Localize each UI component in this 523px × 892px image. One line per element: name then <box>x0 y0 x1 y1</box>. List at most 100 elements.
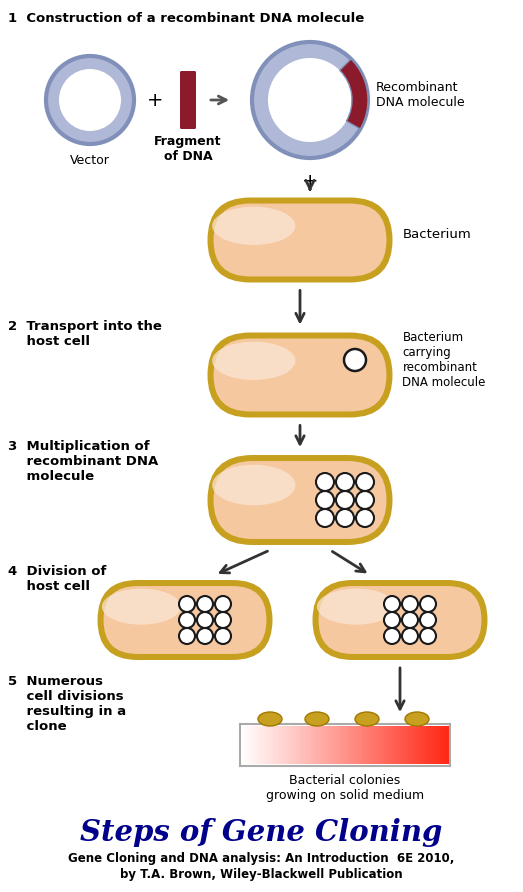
Bar <box>261 726 264 764</box>
Bar <box>358 726 361 764</box>
Bar <box>313 726 316 764</box>
Text: Recombinant
DNA molecule: Recombinant DNA molecule <box>376 81 464 109</box>
Text: Bacterium
carrying
recombinant
DNA molecule: Bacterium carrying recombinant DNA molec… <box>403 331 486 389</box>
Circle shape <box>316 473 334 491</box>
Text: 3  Multiplication of
    recombinant DNA
    molecule: 3 Multiplication of recombinant DNA mole… <box>8 440 158 483</box>
FancyBboxPatch shape <box>313 580 487 660</box>
Bar <box>324 726 327 764</box>
Circle shape <box>215 612 231 628</box>
Circle shape <box>344 349 366 371</box>
Text: Gene Cloning and DNA analysis: An Introduction  6E 2010,: Gene Cloning and DNA analysis: An Introd… <box>68 852 454 865</box>
Bar <box>321 726 324 764</box>
Bar <box>379 726 382 764</box>
Bar <box>431 726 435 764</box>
Circle shape <box>46 56 134 144</box>
Bar <box>416 726 419 764</box>
Ellipse shape <box>212 342 295 380</box>
Bar <box>311 726 314 764</box>
Circle shape <box>402 596 418 612</box>
Text: 4  Division of
    host cell: 4 Division of host cell <box>8 565 106 593</box>
Bar <box>374 726 377 764</box>
Ellipse shape <box>258 712 282 726</box>
Bar <box>300 726 303 764</box>
Bar <box>400 726 403 764</box>
Bar <box>243 726 246 764</box>
Circle shape <box>197 612 213 628</box>
Circle shape <box>336 473 354 491</box>
Bar <box>335 726 338 764</box>
Bar <box>332 726 335 764</box>
Bar <box>343 726 346 764</box>
Text: Fragment
of DNA: Fragment of DNA <box>154 136 222 163</box>
Bar <box>253 726 256 764</box>
Circle shape <box>384 612 400 628</box>
Circle shape <box>356 491 374 509</box>
Bar <box>382 726 385 764</box>
Bar <box>356 726 359 764</box>
Bar <box>287 726 290 764</box>
Ellipse shape <box>212 207 295 245</box>
FancyBboxPatch shape <box>212 202 388 277</box>
Bar <box>340 726 343 764</box>
Wedge shape <box>340 59 368 129</box>
Bar <box>361 726 364 764</box>
Text: +: + <box>302 172 319 191</box>
Bar <box>445 726 448 764</box>
Circle shape <box>402 628 418 644</box>
Circle shape <box>402 612 418 628</box>
Bar <box>387 726 390 764</box>
Circle shape <box>356 473 374 491</box>
Circle shape <box>179 612 195 628</box>
Ellipse shape <box>317 589 395 624</box>
Bar <box>418 726 422 764</box>
Bar <box>345 726 348 764</box>
Bar <box>390 726 393 764</box>
Circle shape <box>356 509 374 527</box>
Bar <box>442 726 445 764</box>
Bar <box>366 726 369 764</box>
Bar <box>292 726 295 764</box>
Circle shape <box>215 628 231 644</box>
Ellipse shape <box>405 712 429 726</box>
Bar <box>269 726 272 764</box>
Bar <box>424 726 427 764</box>
Circle shape <box>252 42 368 158</box>
Bar <box>277 726 280 764</box>
Bar <box>437 726 440 764</box>
Circle shape <box>59 69 121 131</box>
Ellipse shape <box>212 465 295 505</box>
FancyBboxPatch shape <box>208 455 392 545</box>
Text: 1  Construction of a recombinant DNA molecule: 1 Construction of a recombinant DNA mole… <box>8 12 364 25</box>
Circle shape <box>316 509 334 527</box>
Ellipse shape <box>305 712 329 726</box>
FancyBboxPatch shape <box>317 585 483 655</box>
Bar <box>439 726 442 764</box>
Text: +: + <box>147 90 163 110</box>
FancyBboxPatch shape <box>212 337 388 412</box>
Bar <box>329 726 333 764</box>
Bar <box>405 726 408 764</box>
Bar <box>395 726 398 764</box>
Bar <box>369 726 372 764</box>
Bar <box>421 726 424 764</box>
Ellipse shape <box>355 712 379 726</box>
Circle shape <box>384 596 400 612</box>
Bar <box>397 726 401 764</box>
Circle shape <box>268 58 352 142</box>
Circle shape <box>384 628 400 644</box>
Bar <box>348 726 351 764</box>
Bar <box>266 726 269 764</box>
Circle shape <box>420 628 436 644</box>
Circle shape <box>197 596 213 612</box>
Bar <box>384 726 388 764</box>
Bar <box>316 726 319 764</box>
Bar <box>327 726 329 764</box>
Bar <box>290 726 293 764</box>
Text: Bacterial colonies
growing on solid medium: Bacterial colonies growing on solid medi… <box>266 774 424 802</box>
Bar <box>298 726 301 764</box>
Text: Bacterium: Bacterium <box>403 228 471 242</box>
Circle shape <box>197 628 213 644</box>
Bar <box>350 726 354 764</box>
Text: Vector: Vector <box>70 154 110 167</box>
Text: 2  Transport into the
    host cell: 2 Transport into the host cell <box>8 320 162 348</box>
